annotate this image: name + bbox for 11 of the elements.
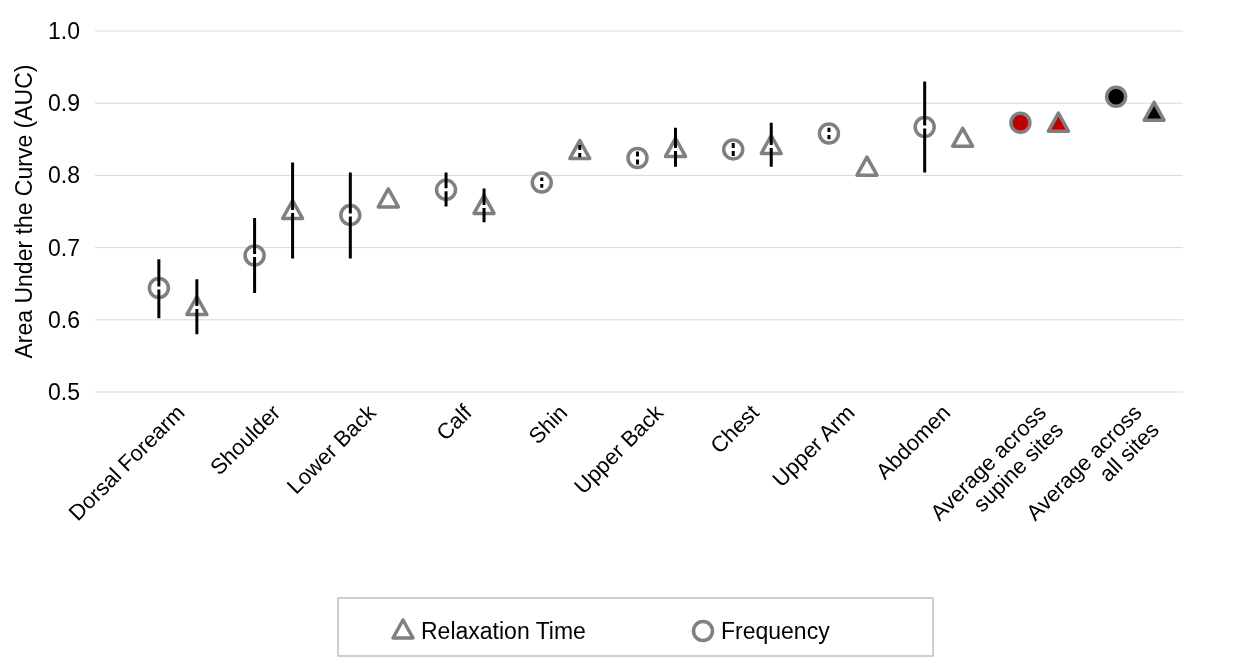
y-tick-label: 0.6 — [48, 306, 80, 333]
y-tick-label: 0.7 — [48, 234, 80, 261]
y-tick-label: 0.5 — [48, 379, 80, 406]
y-tick-label: 0.9 — [48, 90, 80, 117]
y-axis-title: Area Under the Curve (AUC) — [11, 64, 37, 359]
legend-label: Relaxation Time — [421, 618, 586, 645]
legend-label: Frequency — [721, 618, 831, 645]
y-tick-label: 1.0 — [48, 18, 80, 45]
x-tick-label: Calf — [431, 399, 478, 446]
x-tick-label: Shin — [523, 399, 573, 449]
y-tick-label: 0.8 — [48, 162, 80, 189]
